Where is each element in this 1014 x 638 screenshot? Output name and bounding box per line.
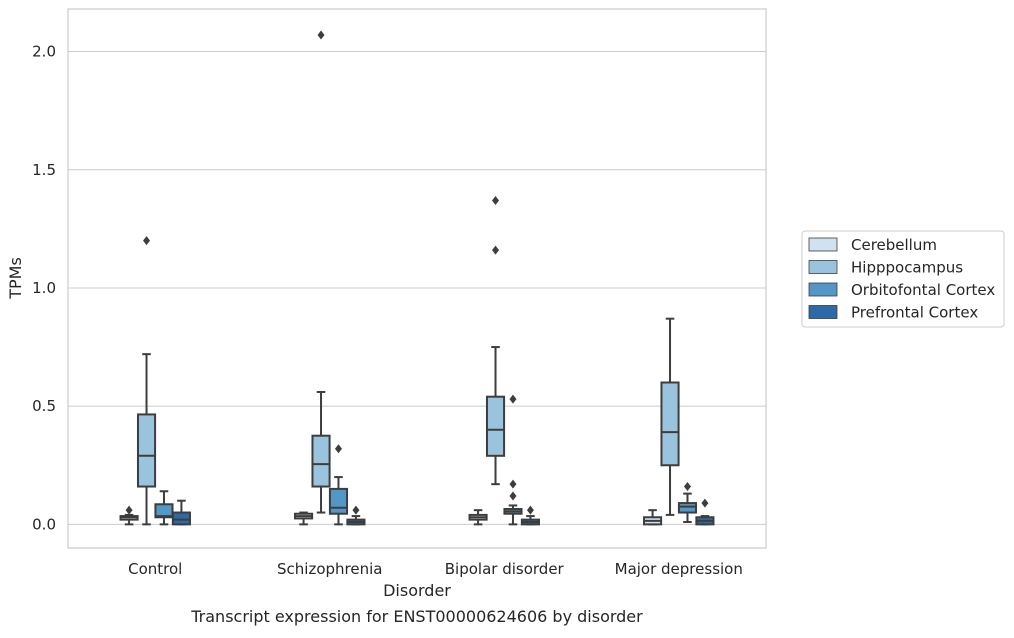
- x-tick-labels: Control Schizophrenia Bipolar disorder Majo…: [128, 560, 743, 578]
- legend-swatch: [808, 305, 838, 319]
- legend-label: Prefrontal Cortex: [851, 304, 978, 322]
- box-iqr: [677, 502, 698, 514]
- outlier-point: [509, 394, 517, 404]
- legend: Cerebellum Hipppocampus Orbitofontal Corte…: [801, 230, 1005, 328]
- y-tick-label: 0.5: [32, 397, 56, 415]
- box-iqr: [136, 413, 157, 488]
- outlier-point: [125, 505, 133, 515]
- outlier-point: [509, 479, 517, 489]
- box-group: [346, 505, 366, 526]
- outlier-point: [492, 245, 500, 255]
- box-iqr: [485, 395, 506, 457]
- box-group: [119, 505, 139, 526]
- box-group: [311, 30, 331, 514]
- y-tick-labels: 0.0 0.5 1.0 1.5 2.0: [32, 43, 56, 534]
- y-axis-label: TPMs: [6, 257, 25, 300]
- x-tick-label: Bipolar disorder: [445, 560, 565, 578]
- box-group: [503, 394, 523, 526]
- outlier-point: [701, 498, 709, 508]
- x-tick-label: Control: [128, 560, 182, 578]
- legend-swatch: [808, 260, 838, 274]
- box-group: [520, 505, 540, 526]
- box-layer: [119, 30, 715, 526]
- legend-label: Cerebellum: [851, 236, 937, 254]
- outlier-point: [509, 491, 517, 501]
- chart-caption: Transcript expression for ENST0000062460…: [190, 607, 643, 626]
- box-group: [485, 195, 506, 486]
- legend-frame: [801, 230, 1005, 328]
- outlier-point: [352, 505, 360, 515]
- y-tick-label: 0.0: [32, 515, 56, 533]
- box-iqr: [171, 511, 191, 526]
- box-group: [171, 499, 191, 526]
- box-group: [136, 236, 157, 526]
- y-tick-label: 1.5: [32, 161, 56, 179]
- box-group: [677, 482, 698, 523]
- outlier-point: [683, 482, 691, 492]
- outlier-point: [143, 236, 151, 246]
- outlier-point: [492, 195, 500, 205]
- box-iqr: [154, 503, 174, 519]
- legend-label: Orbitofontal Cortex: [851, 281, 995, 299]
- box-group: [660, 317, 680, 516]
- box-iqr: [328, 487, 349, 515]
- x-tick-label: Major depression: [615, 560, 743, 578]
- outlier-point: [526, 505, 534, 515]
- outlier-point: [317, 30, 325, 40]
- legend-items: Cerebellum Hipppocampus Orbitofontal Corte…: [808, 236, 995, 322]
- plot-area-frame: [67, 8, 767, 549]
- y-tick-label: 2.0: [32, 43, 56, 61]
- legend-swatch: [808, 282, 838, 297]
- box-group: [643, 509, 663, 526]
- box-group: [695, 498, 715, 526]
- x-axis-label: Disorder: [383, 581, 451, 600]
- box-iqr: [311, 434, 331, 488]
- x-tick-label: Schizophrenia: [277, 560, 382, 578]
- box-group: [468, 509, 488, 526]
- y-tick-label: 1.0: [32, 279, 56, 297]
- box-group: [294, 511, 314, 526]
- box-iqr: [660, 381, 680, 467]
- box-group: [154, 490, 174, 526]
- legend-swatch: [808, 237, 838, 252]
- box-group: [328, 444, 349, 526]
- outlier-point: [334, 444, 342, 454]
- legend-label: Hipppocampus: [851, 259, 963, 277]
